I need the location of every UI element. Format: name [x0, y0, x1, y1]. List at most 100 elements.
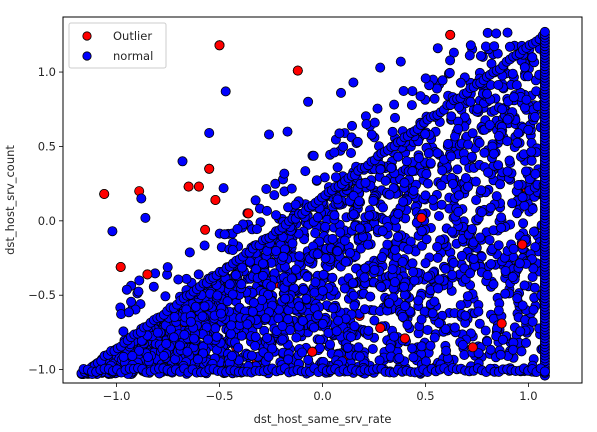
normal-point [456, 250, 467, 261]
normal-point [224, 279, 235, 290]
normal-point [530, 242, 541, 253]
normal-point [219, 229, 230, 240]
normal-point [332, 194, 343, 205]
normal-point [107, 226, 118, 237]
normal-point [408, 352, 419, 363]
normal-point [310, 228, 321, 239]
normal-point [309, 287, 320, 298]
plot-points [76, 26, 550, 381]
normal-point [312, 249, 323, 260]
normal-point [408, 266, 419, 277]
normal-point [158, 350, 169, 361]
normal-point [300, 166, 311, 177]
normal-point [447, 178, 458, 189]
x-tick-label: −1.0 [103, 389, 131, 403]
normal-point [257, 258, 268, 269]
normal-point [407, 258, 418, 269]
normal-point [212, 290, 223, 301]
normal-point [382, 239, 393, 250]
normal-point [528, 226, 539, 237]
y-axis-ticks: −1.0 −0.5 0.0 0.5 1.0 [28, 65, 63, 377]
normal-point [377, 202, 388, 213]
normal-point [389, 112, 400, 123]
normal-point [445, 55, 456, 66]
normal-point [121, 284, 132, 295]
normal-point [372, 103, 383, 114]
normal-point [446, 151, 457, 162]
normal-point [297, 347, 308, 358]
normal-point [142, 352, 153, 363]
normal-point [392, 231, 403, 242]
normal-point [440, 324, 451, 335]
normal-point [359, 272, 370, 283]
y-tick-label: 1.0 [38, 65, 56, 79]
normal-point [393, 208, 404, 219]
normal-point [436, 199, 447, 210]
normal-point [339, 283, 350, 294]
normal-point [118, 326, 129, 337]
outlier-point [292, 65, 303, 76]
x-axis-label: dst_host_same_srv_rate [254, 412, 392, 426]
normal-point [266, 281, 277, 292]
normal-point [416, 314, 427, 325]
normal-point [364, 210, 375, 221]
normal-point [188, 333, 199, 344]
normal-point [333, 315, 344, 326]
normal-point [339, 235, 350, 246]
outlier-point [183, 181, 194, 192]
normal-point [484, 120, 495, 131]
normal-point [441, 345, 452, 356]
outlier-point [142, 269, 153, 280]
normal-point [270, 245, 281, 256]
normal-point [466, 151, 477, 162]
normal-point [280, 293, 291, 304]
normal-point [133, 286, 144, 297]
normal-point [377, 252, 388, 263]
normal-point [397, 256, 408, 267]
normal-point [502, 114, 513, 125]
normal-point [354, 223, 365, 234]
normal-point [493, 160, 504, 171]
outlier-point [399, 333, 410, 344]
x-tick-label: 0.5 [416, 389, 434, 403]
normal-point [334, 128, 345, 139]
normal-point [421, 168, 432, 179]
outlier-point [200, 224, 211, 235]
outlier-point [496, 318, 507, 329]
normal-point [521, 166, 532, 177]
normal-point [394, 352, 405, 363]
normal-point [432, 252, 443, 263]
normal-point [464, 50, 475, 61]
normal-point [360, 177, 371, 188]
normal-point [340, 256, 351, 267]
normal-point [416, 341, 427, 352]
normal-point [287, 238, 298, 249]
normal-point [407, 343, 418, 354]
normal-point [401, 156, 412, 167]
normal-point [220, 86, 231, 97]
legend-marker-normal [82, 51, 92, 61]
normal-point [162, 262, 173, 273]
normal-point [491, 28, 502, 39]
normal-point [393, 151, 404, 162]
normal-point [502, 136, 513, 147]
normal-point [318, 269, 329, 280]
normal-point [420, 190, 431, 201]
normal-point [408, 185, 419, 196]
normal-point [422, 178, 433, 189]
normal-point [375, 164, 386, 175]
normal-point [332, 246, 343, 257]
outlier-point [214, 40, 225, 51]
normal-point [329, 210, 340, 221]
normal-point [462, 181, 473, 192]
normal-point [169, 311, 180, 322]
normal-point [453, 206, 464, 217]
normal-point [491, 191, 502, 202]
normal-point [468, 253, 479, 264]
normal-point [160, 291, 171, 302]
normal-point [403, 244, 414, 255]
normal-point [385, 343, 396, 354]
normal-point [118, 351, 129, 362]
normal-point [377, 226, 388, 237]
